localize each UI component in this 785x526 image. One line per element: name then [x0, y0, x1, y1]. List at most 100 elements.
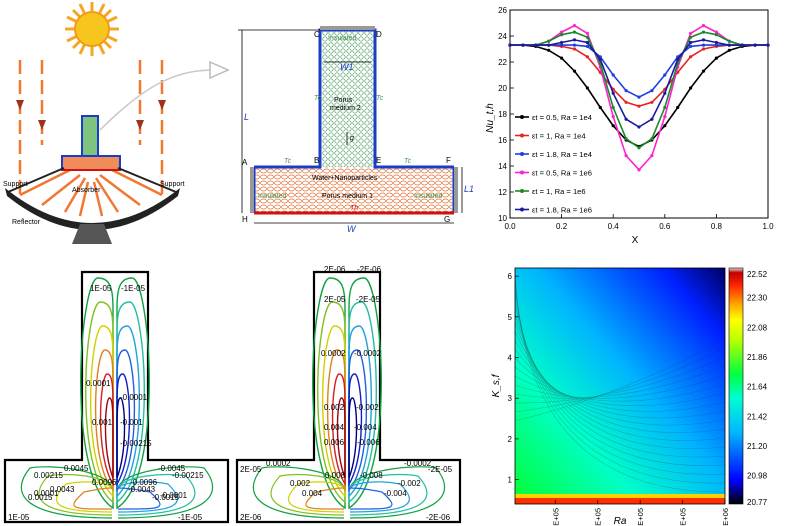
label-reflector: Reflector	[12, 219, 41, 226]
y-tick-label: 12	[498, 188, 507, 197]
colorbar-tick-label: 21.64	[747, 383, 768, 392]
y-tick-label: 5	[508, 313, 513, 322]
label-g: g	[350, 135, 354, 142]
label-tc-bottom-left: Tc	[284, 158, 292, 165]
colorbar-tick-label: 20.98	[747, 472, 768, 481]
contour-label: -0.0002	[354, 349, 382, 358]
contour-label: 0.0001	[34, 489, 59, 498]
series-point	[714, 30, 718, 34]
series-point	[637, 125, 641, 129]
label-porous-2b: medium 2	[330, 105, 361, 112]
series-point	[560, 43, 564, 47]
label-tc-left: Tc	[314, 95, 322, 102]
series-point	[624, 154, 628, 158]
series-point	[689, 55, 693, 59]
contour-label: -2E-06	[426, 513, 451, 522]
x-tick-label: 1E+06	[721, 508, 730, 526]
contour-label: 0.002	[290, 479, 311, 488]
legend-marker	[520, 189, 524, 193]
contour-negative	[348, 397, 358, 479]
y-tick-label: 2	[508, 435, 513, 444]
series-point	[611, 73, 615, 77]
series-point	[560, 40, 564, 45]
series-point	[689, 31, 693, 35]
series-point	[560, 33, 564, 37]
contour-label: 0.0015	[28, 493, 53, 502]
series-point	[624, 137, 628, 141]
contour-negative	[116, 325, 140, 498]
contour-band	[514, 338, 726, 422]
label-l: L	[244, 112, 249, 122]
series-point	[650, 89, 654, 93]
contour-positive	[316, 301, 346, 504]
base-contour-negative	[117, 481, 178, 513]
heatmap-field	[515, 268, 725, 504]
y-tick-label: 24	[498, 32, 507, 41]
contour-band	[514, 348, 726, 419]
contour-label: 2E-05	[240, 465, 262, 474]
contour-positive	[80, 277, 114, 510]
contour-label: 2E-05	[324, 295, 346, 304]
heatmap-y-label: K_s,f	[491, 373, 502, 397]
base-contour-positive	[252, 466, 345, 519]
series-point	[508, 43, 512, 47]
contour-label: 0.00215	[34, 471, 63, 480]
x-tick-label: 0.6	[659, 222, 671, 231]
legend-entry-3: εt = 0.5, Ra = 1e6	[532, 169, 592, 178]
y-tick-label: 14	[498, 162, 507, 171]
contour-band	[514, 366, 726, 407]
contour-negative	[348, 349, 368, 492]
series-point	[714, 56, 718, 60]
colorbar-tick-label: 21.42	[747, 412, 768, 421]
stand	[72, 224, 112, 244]
colorbar-tick-label: 20.77	[747, 498, 768, 507]
contour-label: -0.0043	[128, 485, 156, 494]
label-absorber: Absorber	[72, 187, 101, 194]
nusselt-line-chart: 10 12 14 16 18 20 22 24 26 0.0 0.2 0.4 0.6 0.8 1.0 εt…	[485, 0, 785, 255]
label-insulated-left: Insulated	[258, 193, 287, 200]
legend-entry-1: εt = 1, Ra = 1e4	[532, 132, 586, 141]
series-point	[547, 48, 551, 52]
contour-label: -0.00215	[120, 439, 152, 448]
label-tc-bottom-right: Tc	[404, 158, 412, 165]
series-point	[637, 146, 641, 150]
label-support-right: Support	[160, 181, 185, 188]
colorbar-tick-label: 21.86	[747, 353, 768, 362]
contour-negative	[116, 301, 146, 504]
label-porous-1: Porus medium 1	[322, 193, 373, 200]
label-tc-right: Tc	[376, 95, 384, 102]
series-point	[521, 43, 525, 47]
label-porous-2a: Porus	[334, 97, 353, 104]
base-contour-positive	[38, 473, 113, 516]
contour-negative	[348, 373, 363, 487]
contour-label: -0.0096	[130, 478, 158, 487]
contour-label: -0.002	[398, 479, 421, 488]
contour-band	[514, 285, 726, 475]
band-red	[515, 498, 725, 504]
contour-band	[514, 356, 726, 404]
contour-positive	[99, 373, 114, 487]
contour-negative	[348, 301, 378, 504]
contour-band	[514, 365, 726, 399]
contour-positive	[312, 277, 346, 510]
streamline-contour-left: 1E-05 -1E-05 0.0001 -0.0001 0.001 -0.001 -0.00…	[0, 260, 235, 526]
label-insulated-top: Insulated	[328, 35, 357, 42]
series-point	[701, 30, 706, 34]
contour-label: 0.008	[325, 471, 346, 480]
series-point	[534, 43, 538, 47]
contour-label: 0.004	[302, 489, 323, 498]
y-axis-label: Nu_t,h	[485, 103, 496, 133]
contour-label: 2E-06	[324, 265, 346, 274]
contour-label: -2E-06	[357, 265, 382, 274]
contour-label: 1E-05	[90, 284, 112, 293]
series-point	[637, 104, 641, 108]
series-point	[689, 86, 693, 90]
series-point	[572, 43, 577, 47]
series-point	[560, 56, 564, 60]
y-tick-label: 20	[498, 84, 507, 93]
legend-marker	[520, 207, 524, 212]
series-point	[585, 55, 589, 59]
sun-icon	[65, 2, 119, 56]
legend-marker	[520, 133, 524, 138]
base-contour-negative	[349, 481, 410, 513]
